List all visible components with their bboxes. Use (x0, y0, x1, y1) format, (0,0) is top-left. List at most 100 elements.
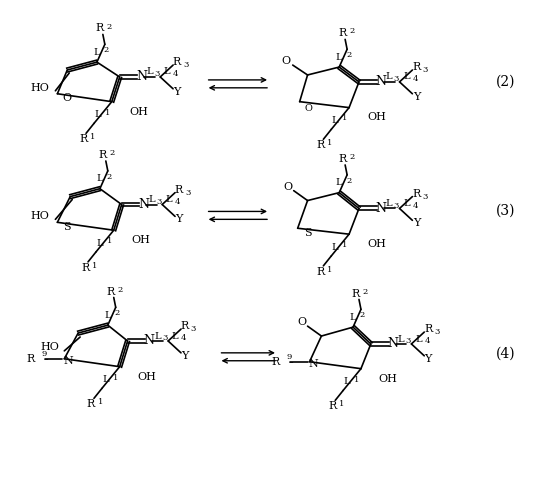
Text: 1: 1 (90, 134, 96, 141)
Text: 2: 2 (363, 288, 368, 296)
Text: 3: 3 (422, 192, 427, 200)
Text: 3: 3 (154, 70, 159, 78)
Text: L: L (96, 238, 103, 248)
Text: L: L (386, 199, 392, 208)
Text: R: R (316, 140, 324, 150)
Text: 3: 3 (434, 328, 439, 336)
Text: 4: 4 (412, 75, 418, 83)
Text: 2: 2 (118, 286, 123, 294)
Text: L: L (415, 334, 422, 344)
Text: OH: OH (132, 235, 150, 245)
Text: R: R (328, 401, 336, 411)
Text: L: L (93, 48, 100, 56)
Text: O: O (283, 182, 292, 192)
Text: N: N (63, 356, 73, 366)
Text: R: R (352, 288, 360, 298)
Text: HO: HO (31, 83, 49, 93)
Text: 9: 9 (41, 350, 47, 358)
Text: 1: 1 (339, 400, 345, 408)
Text: 1: 1 (92, 262, 97, 270)
Text: L: L (96, 174, 103, 184)
Text: 2: 2 (346, 177, 351, 185)
Text: L: L (148, 195, 155, 204)
Text: S: S (304, 228, 311, 238)
Text: 4: 4 (181, 334, 186, 342)
Text: -: - (288, 356, 293, 370)
Text: 3: 3 (394, 75, 399, 83)
Text: L: L (95, 110, 101, 119)
Text: 2: 2 (346, 51, 351, 59)
Text: N: N (309, 358, 318, 368)
Text: 1: 1 (342, 114, 347, 122)
Text: O: O (281, 56, 291, 66)
Text: 3: 3 (422, 66, 427, 74)
Text: Y: Y (175, 214, 183, 224)
Text: 1: 1 (107, 237, 112, 245)
Text: 2: 2 (349, 28, 354, 36)
Text: O: O (304, 104, 313, 113)
Text: 1: 1 (328, 266, 333, 274)
Text: OH: OH (137, 372, 156, 382)
Text: R: R (338, 154, 346, 164)
Text: L: L (397, 334, 404, 344)
Text: OH: OH (379, 374, 397, 384)
Text: OH: OH (367, 112, 386, 122)
Text: R: R (99, 150, 107, 160)
Text: 2: 2 (349, 153, 354, 161)
Text: 2: 2 (110, 149, 115, 157)
Text: OH: OH (129, 106, 148, 117)
Text: L: L (403, 72, 410, 82)
Text: 4: 4 (175, 198, 180, 205)
Text: 3: 3 (156, 198, 162, 205)
Text: (2): (2) (496, 75, 515, 89)
Text: N: N (387, 338, 398, 350)
Text: Y: Y (182, 351, 188, 361)
Text: 1: 1 (328, 139, 333, 147)
Text: 3: 3 (185, 188, 190, 196)
Text: R: R (87, 400, 95, 409)
Text: Y: Y (412, 218, 420, 228)
Text: 1: 1 (342, 241, 347, 249)
Text: R: R (424, 324, 432, 334)
Text: N: N (138, 198, 149, 211)
Text: 4: 4 (173, 70, 179, 78)
Text: L: L (331, 116, 338, 125)
Text: 3: 3 (405, 337, 411, 345)
Text: L: L (331, 242, 338, 252)
Text: 3: 3 (183, 61, 188, 69)
Text: 3: 3 (394, 202, 399, 209)
Text: R: R (181, 321, 189, 331)
Text: O: O (297, 317, 306, 327)
Text: 1: 1 (354, 376, 359, 384)
Text: O: O (63, 92, 72, 102)
Text: R: R (96, 24, 104, 34)
Text: (4): (4) (496, 347, 515, 361)
Text: R: R (26, 354, 34, 364)
Text: 4: 4 (424, 337, 430, 345)
Text: N: N (144, 334, 155, 347)
Text: L: L (166, 195, 172, 204)
Text: R: R (412, 188, 420, 198)
Text: R: R (173, 57, 181, 67)
Text: 1: 1 (98, 398, 103, 406)
Text: L: L (336, 52, 342, 62)
Text: L: L (344, 377, 350, 386)
Text: L: L (146, 68, 153, 76)
Text: R: R (81, 263, 89, 273)
Text: 3: 3 (191, 325, 196, 333)
Text: L: L (386, 72, 392, 82)
Text: S: S (63, 222, 71, 232)
Text: R: R (175, 184, 183, 194)
Text: 2: 2 (107, 22, 112, 30)
Text: L: L (350, 312, 356, 322)
Text: L: L (104, 311, 111, 320)
Text: 2: 2 (104, 46, 109, 54)
Text: -: - (43, 353, 48, 367)
Text: R: R (272, 356, 280, 366)
Text: L: L (154, 332, 161, 340)
Text: N: N (375, 202, 386, 215)
Text: Y: Y (412, 92, 420, 102)
Text: R: R (79, 134, 87, 144)
Text: L: L (172, 332, 178, 340)
Text: 2: 2 (115, 310, 120, 318)
